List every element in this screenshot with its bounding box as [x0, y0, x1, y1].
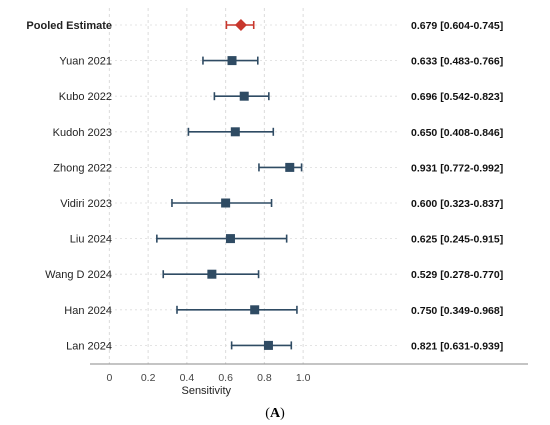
ci-value-text: 0.679 [0.604-0.745] — [411, 20, 503, 32]
pooled-estimate-label: Pooled Estimate — [26, 20, 112, 32]
ci-value-text: 0.625 [0.245-0.915] — [411, 234, 503, 246]
ci-value-text: 0.600 [0.323-0.837] — [411, 198, 503, 210]
study-label: Wang D 2024 — [45, 269, 112, 281]
study-estimate-square — [225, 234, 235, 244]
ci-value-text: 0.750 [0.349-0.968] — [411, 305, 503, 317]
study-labels: Pooled Estimate Yuan 2021 Kubo 2022 Kudoh 2… — [26, 20, 112, 352]
ci-value-text: 0.650 [0.408-0.846] — [411, 127, 503, 139]
study-estimate-square — [221, 198, 231, 208]
x-tick-label: 0.2 — [141, 372, 156, 384]
study-label: Lan 2024 — [66, 340, 112, 352]
study-estimate-square — [207, 269, 217, 279]
study-label: Han 2024 — [64, 305, 112, 317]
ci-value-text: 0.633 [0.483-0.766] — [411, 56, 503, 68]
pooled-estimate-diamond — [234, 19, 247, 31]
ci-texts: 0.679 [0.604-0.745] 0.633 [0.483-0.766] 0.… — [411, 20, 503, 352]
study-estimate-square — [227, 56, 237, 66]
x-tick-label: 0.4 — [180, 372, 195, 384]
study-estimate-square — [239, 91, 249, 101]
ci-value-text: 0.696 [0.542-0.823] — [411, 91, 503, 103]
study-estimate-square — [263, 340, 273, 350]
estimate-marks — [156, 19, 303, 350]
study-estimate-square — [285, 162, 295, 172]
ci-value-text: 0.529 [0.278-0.770] — [411, 269, 503, 281]
x-tick-label: 0 — [106, 372, 112, 384]
x-axis-title: Sensitivity — [181, 385, 231, 397]
study-label: Zhong 2022 — [53, 162, 112, 174]
caption-open-paren: ( — [265, 406, 270, 421]
x-axis: 0 0.2 0.4 0.6 0.8 1.0 — [90, 363, 528, 384]
study-label: Yuan 2021 — [59, 56, 112, 68]
x-tick-label: 0.6 — [218, 372, 233, 384]
study-label: Kudoh 2023 — [53, 127, 112, 139]
x-tick-label: 0.8 — [257, 372, 272, 384]
caption-letter: A — [270, 406, 281, 421]
study-estimate-square — [250, 305, 260, 315]
figure-caption: (A) — [265, 406, 285, 421]
ci-value-text: 0.821 [0.631-0.939] — [411, 340, 503, 352]
study-label: Liu 2024 — [70, 234, 112, 246]
study-label: Vidiri 2023 — [60, 198, 112, 210]
study-estimate-square — [230, 127, 240, 137]
x-tick-label: 1.0 — [296, 372, 311, 384]
caption-close-paren: ) — [280, 406, 285, 421]
study-label: Kubo 2022 — [59, 91, 112, 103]
grid-layer — [90, 8, 400, 364]
ci-value-text: 0.931 [0.772-0.992] — [411, 162, 503, 174]
